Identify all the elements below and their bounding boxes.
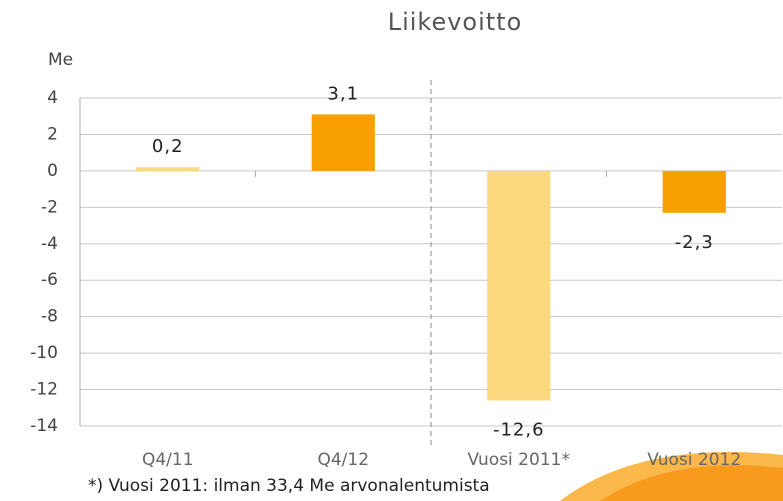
y-tick-label: 2 — [47, 124, 58, 144]
value-label: -2,3 — [675, 232, 714, 253]
bar — [136, 167, 199, 171]
y-tick-label: -12 — [30, 380, 58, 400]
chart-title: Liikevoitto — [388, 8, 523, 36]
y-tick-label: -10 — [30, 343, 58, 363]
value-label: 3,1 — [327, 83, 359, 104]
chart: Liikevoitto Me *) Vuosi 2011: ilman 33,4… — [0, 0, 783, 501]
value-label: -12,6 — [493, 419, 545, 440]
y-tick-label: -14 — [30, 416, 58, 436]
value-label: 0,2 — [152, 136, 184, 157]
bar — [312, 114, 375, 170]
x-tick-label: Vuosi 2012 — [647, 450, 741, 470]
y-tick-label: 0 — [47, 161, 58, 181]
bar — [663, 171, 726, 213]
y-axis-label: Me — [48, 50, 73, 70]
y-tick-label: -8 — [41, 307, 58, 327]
x-tick-label: Q4/11 — [142, 450, 194, 470]
y-tick-label: -4 — [41, 234, 58, 254]
y-tick-label: -6 — [41, 270, 58, 290]
bar — [487, 171, 550, 401]
x-tick-label: Q4/12 — [317, 450, 369, 470]
footnote: *) Vuosi 2011: ilman 33,4 Me arvonalentu… — [88, 476, 490, 496]
x-tick-label: Vuosi 2011* — [468, 450, 570, 470]
y-tick-label: 4 — [47, 88, 58, 108]
y-tick-label: -2 — [41, 197, 58, 217]
